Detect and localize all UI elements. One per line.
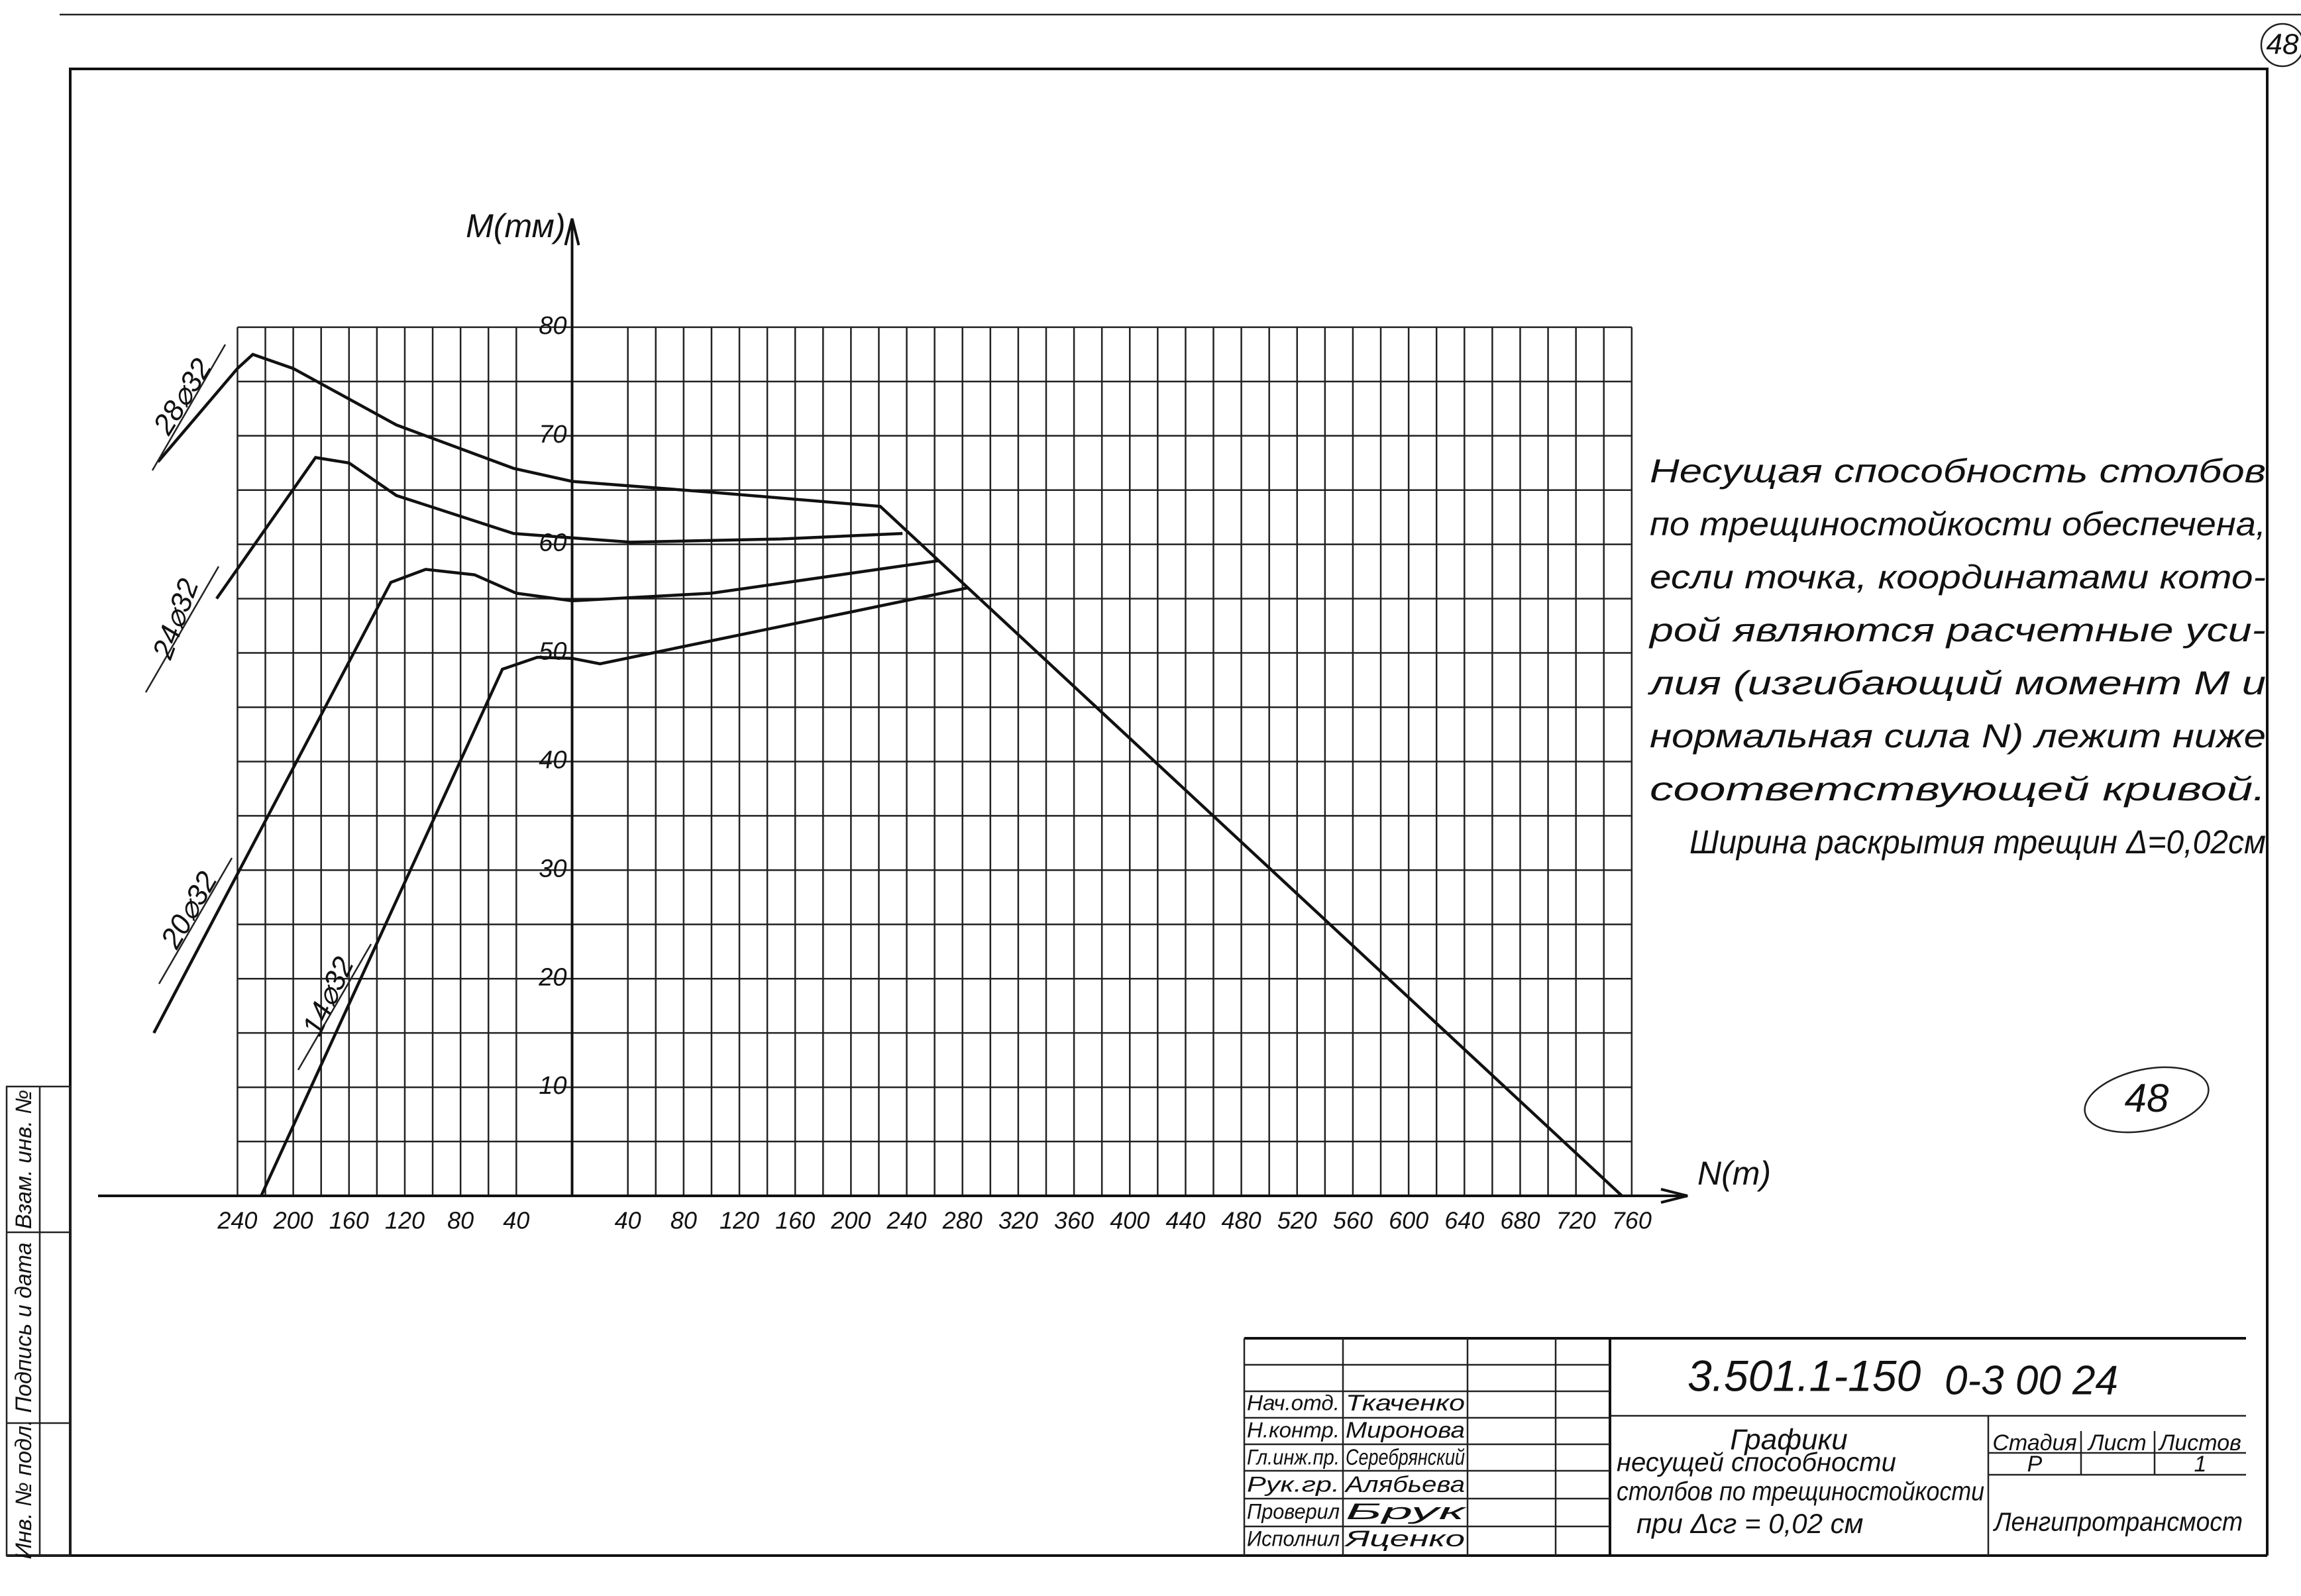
x-tick-label: 240 xyxy=(886,1207,927,1234)
note-line: нормальная сила N) лежит ниже xyxy=(1650,718,2266,755)
x-tick-label: 120 xyxy=(385,1207,425,1234)
y-tick-label: 50 xyxy=(539,638,566,666)
curve xyxy=(260,586,969,1197)
y-axis-label: M(тм) xyxy=(466,207,565,244)
margin-box xyxy=(5,1085,72,1557)
curve-label: 20⌀32 xyxy=(154,866,224,954)
curve-label-leader xyxy=(144,566,220,693)
x-tick-label: 560 xyxy=(1333,1207,1373,1234)
sheets-header: Листов xyxy=(2158,1430,2241,1456)
note-line: лия (изгибающий момент M и xyxy=(1647,665,2266,702)
person-name: Миронова xyxy=(1346,1418,1465,1443)
y-tick-label: 20 xyxy=(538,963,566,991)
x-tick-label: 360 xyxy=(1054,1207,1094,1234)
curve-label: 14⌀32 xyxy=(296,952,360,1040)
y-tick-label: 80 xyxy=(539,312,566,340)
x-tick-label: 680 xyxy=(1500,1207,1540,1234)
x-tick-label: 320 xyxy=(998,1207,1038,1234)
note-line: рой являются расчетные уси- xyxy=(1648,612,2266,649)
person-name: Ткаченко xyxy=(1346,1391,1465,1416)
y-tick-label: 60 xyxy=(539,529,566,557)
curve xyxy=(215,456,903,600)
y-tick-label: 70 xyxy=(539,421,566,449)
doc-title: при Δсг = 0,02 см xyxy=(1636,1508,1863,1539)
curve-label-leader xyxy=(151,344,227,471)
x-tick-label: 200 xyxy=(830,1207,871,1234)
x-tick-label: 600 xyxy=(1389,1207,1428,1234)
note-line: если точка, координатами кото- xyxy=(1650,559,2266,596)
margin-label: Инв. № подл. xyxy=(11,1420,36,1560)
x-tick-label: 80 xyxy=(447,1207,474,1234)
x-tick-label: 120 xyxy=(720,1207,759,1234)
role: Рук.гр. xyxy=(1247,1472,1340,1496)
margin-label: Взам. инв. № xyxy=(11,1090,36,1229)
stage: Р xyxy=(2027,1452,2043,1477)
stamp-ellipse xyxy=(2084,1066,2210,1134)
page-number-circle xyxy=(2260,23,2301,68)
role: Гл.инж.пр. xyxy=(1247,1445,1340,1469)
x-tick-label: 200 xyxy=(273,1207,313,1234)
x-tick-label: 760 xyxy=(1612,1207,1652,1234)
sheet-code: 0-3 00 24 xyxy=(1945,1357,2118,1403)
x-axis-label: N(т) xyxy=(1697,1155,1771,1192)
role: Проверил xyxy=(1247,1499,1340,1523)
x-tick-label: 160 xyxy=(329,1207,369,1234)
curve-label: 28⌀32 xyxy=(146,353,218,441)
role: Исполнил xyxy=(1247,1526,1340,1550)
stage-header: Стадия xyxy=(1992,1430,2076,1456)
x-tick-label: 480 xyxy=(1222,1207,1261,1234)
person-name: Брук xyxy=(1346,1499,1468,1524)
frame xyxy=(69,68,2269,1556)
x-axis-arrow xyxy=(1660,1188,1688,1204)
person-name: Яценко xyxy=(1344,1526,1465,1552)
x-tick-label: 40 xyxy=(503,1207,529,1234)
stamp: 48 xyxy=(2125,1076,2169,1120)
margin-strip: Инв. № подл. Подпись и дата Взам. инв. № xyxy=(5,1085,72,1560)
x-tick-label: 80 xyxy=(670,1207,697,1234)
note-line: Ширина раскрытия трещин Δ=0,02см xyxy=(1689,824,2266,861)
person-name: Серебрянский xyxy=(1346,1445,1465,1470)
curve-label-leader xyxy=(297,943,372,1071)
y-tick-label: 30 xyxy=(539,855,566,882)
y-tick-label: 10 xyxy=(539,1072,566,1100)
doc-title: несущей способности xyxy=(1617,1448,1896,1477)
doc-title: столбов по трещиностойкости xyxy=(1617,1477,1984,1507)
sheets: 1 xyxy=(2194,1452,2207,1477)
person-name: Алябьева xyxy=(1344,1472,1465,1497)
x-tick-label: 720 xyxy=(1556,1207,1596,1234)
note-line: по трещиностойкости обеспечена, xyxy=(1650,505,2266,543)
x-tick-label: 520 xyxy=(1277,1207,1317,1234)
doc-title: Графики xyxy=(1730,1424,1847,1456)
x-tick-label: 440 xyxy=(1165,1207,1205,1234)
page-number: 48 xyxy=(2267,28,2299,61)
chart: 240 200 160 120 80 40 40 80 120 160 200 240 280 320 36… xyxy=(98,207,1771,1234)
organization: Ленгипротрансмост xyxy=(1992,1508,2243,1537)
note-line: соответствующей кривой. xyxy=(1650,771,2266,808)
y-axis-arrow xyxy=(564,218,580,246)
x-tick-label: 40 xyxy=(615,1207,641,1234)
curve xyxy=(156,352,1623,1197)
curve xyxy=(152,559,939,1034)
x-tick-label: 640 xyxy=(1444,1207,1484,1234)
role: Нач.отд. xyxy=(1247,1391,1340,1414)
curve-label-leader xyxy=(158,857,233,984)
margin-label: Подпись и дата xyxy=(11,1242,36,1412)
sheet-header: Лист xyxy=(2087,1430,2147,1456)
y-tick-label: 40 xyxy=(539,746,566,774)
x-tick-label: 240 xyxy=(217,1207,257,1234)
curve-label: 24⌀32 xyxy=(146,574,205,664)
doc-code: 3.501.1-150 xyxy=(1687,1351,1921,1400)
notes: Несущая способность столбов по трещиносто… xyxy=(1647,452,2266,861)
x-tick-label: 400 xyxy=(1110,1207,1150,1234)
role: Н.контр. xyxy=(1247,1418,1340,1442)
x-tick-label: 280 xyxy=(942,1207,983,1234)
note-line: Несущая способность столбов xyxy=(1650,452,2266,490)
x-tick-label: 160 xyxy=(775,1207,815,1234)
